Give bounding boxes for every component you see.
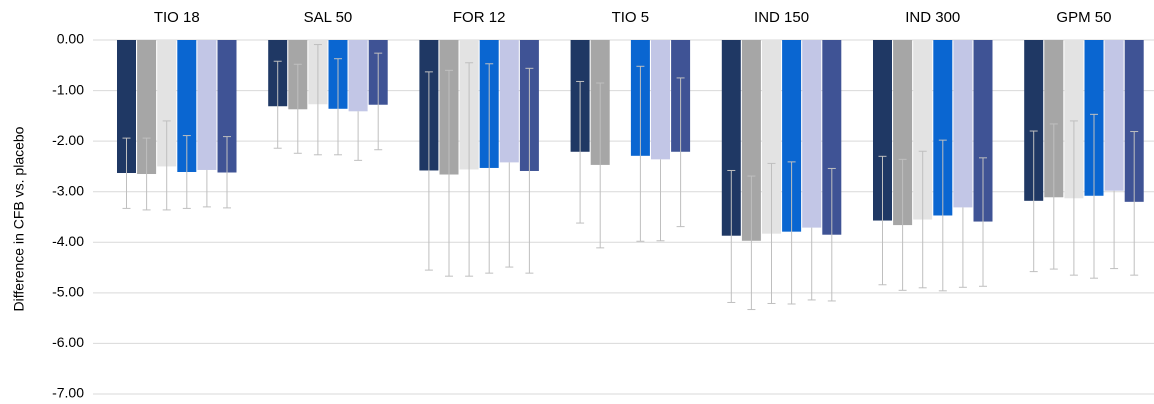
y-axis-label: Difference in CFB vs. placebo <box>11 126 27 311</box>
category-labels: TIO 18 SAL 50 FOR 12 TIO 5 IND 150 IND 300 GPM… <box>154 9 1112 26</box>
bars <box>117 40 1144 241</box>
bar <box>1024 40 1044 201</box>
category-label: FOR 12 <box>453 9 506 26</box>
y-tick-label: -7.00 <box>52 385 84 401</box>
bar <box>802 40 822 228</box>
gridlines <box>93 39 1154 395</box>
bar <box>499 40 519 163</box>
category-label: IND 150 <box>754 9 809 26</box>
category-label: TIO 18 <box>154 9 200 26</box>
bar <box>873 40 892 221</box>
bar <box>822 40 842 235</box>
bar <box>953 40 973 208</box>
bar <box>177 40 197 172</box>
bar <box>137 40 157 175</box>
bar <box>1044 40 1064 198</box>
y-tick-label: -2.00 <box>52 132 84 148</box>
category-label: SAL 50 <box>304 9 353 26</box>
bar <box>741 40 761 241</box>
bar <box>782 40 802 232</box>
bar <box>913 40 933 220</box>
bar <box>893 40 913 226</box>
category-label: TIO 5 <box>612 9 650 26</box>
y-tick-label: -1.00 <box>52 81 84 97</box>
bar <box>933 40 953 216</box>
category-label: IND 300 <box>905 9 960 26</box>
y-tick-label: -6.00 <box>52 334 84 350</box>
y-tick-label: 0.00 <box>57 31 84 47</box>
bar <box>197 40 217 170</box>
bar <box>217 40 237 173</box>
error-bars <box>122 44 1139 311</box>
bar <box>1124 40 1144 202</box>
bar <box>348 40 368 112</box>
bar <box>1104 40 1124 191</box>
bar <box>721 40 741 236</box>
y-tick-label: -4.00 <box>52 233 84 249</box>
bar <box>973 40 993 222</box>
bar <box>762 40 781 234</box>
bar <box>651 40 670 160</box>
bar <box>117 40 136 174</box>
y-tick-label: -5.00 <box>52 284 84 300</box>
y-tick-labels: 0.00 -1.00 -2.00 -3.00 -4.00 -5.00 -6.00 -7.00 <box>52 31 84 401</box>
bar <box>1064 40 1084 199</box>
bar <box>157 40 177 167</box>
y-tick-label: -3.00 <box>52 182 84 198</box>
category-label: GPM 50 <box>1056 9 1111 26</box>
